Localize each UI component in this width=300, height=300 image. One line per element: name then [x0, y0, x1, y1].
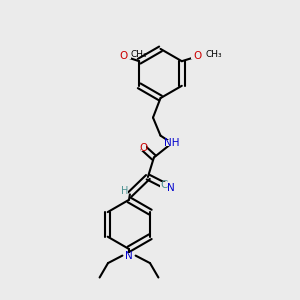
Text: O: O: [194, 51, 202, 61]
Text: C: C: [161, 180, 168, 190]
FancyBboxPatch shape: [122, 189, 128, 195]
Text: O: O: [139, 143, 148, 153]
Text: NH: NH: [164, 138, 180, 148]
Text: O: O: [119, 51, 128, 61]
Text: N: N: [167, 183, 174, 193]
FancyBboxPatch shape: [141, 145, 146, 151]
Text: CH₃: CH₃: [205, 50, 222, 59]
FancyBboxPatch shape: [126, 253, 132, 259]
FancyBboxPatch shape: [116, 52, 131, 59]
Text: H: H: [122, 186, 129, 196]
FancyBboxPatch shape: [166, 140, 178, 146]
Text: N: N: [125, 250, 133, 261]
FancyBboxPatch shape: [191, 52, 206, 59]
FancyBboxPatch shape: [160, 182, 172, 189]
Text: CH₃: CH₃: [130, 50, 147, 59]
